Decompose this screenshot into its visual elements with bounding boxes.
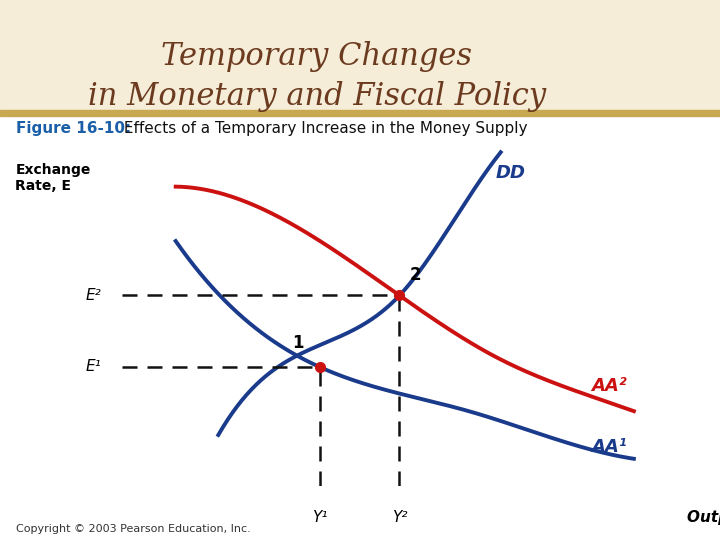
Text: Output, Y: Output, Y bbox=[687, 510, 720, 525]
Text: AA²: AA² bbox=[591, 376, 627, 395]
Text: Y²: Y² bbox=[392, 510, 408, 525]
Text: Effects of a Temporary Increase in the Money Supply: Effects of a Temporary Increase in the M… bbox=[119, 121, 527, 136]
Text: Temporary Changes: Temporary Changes bbox=[161, 41, 472, 72]
Text: AA¹: AA¹ bbox=[591, 438, 627, 456]
Text: in Monetary and Fiscal Policy: in Monetary and Fiscal Policy bbox=[88, 80, 546, 112]
Text: E¹: E¹ bbox=[86, 360, 101, 374]
Text: E²: E² bbox=[86, 288, 101, 303]
Text: DD: DD bbox=[495, 164, 526, 182]
Text: 1: 1 bbox=[292, 334, 304, 352]
Text: Exchange
Rate, E: Exchange Rate, E bbox=[15, 163, 91, 193]
Text: 2: 2 bbox=[410, 266, 421, 284]
Text: Figure 16-10:: Figure 16-10: bbox=[16, 121, 131, 136]
Text: Copyright © 2003 Pearson Education, Inc.: Copyright © 2003 Pearson Education, Inc. bbox=[16, 523, 251, 534]
Text: Y¹: Y¹ bbox=[312, 510, 328, 525]
